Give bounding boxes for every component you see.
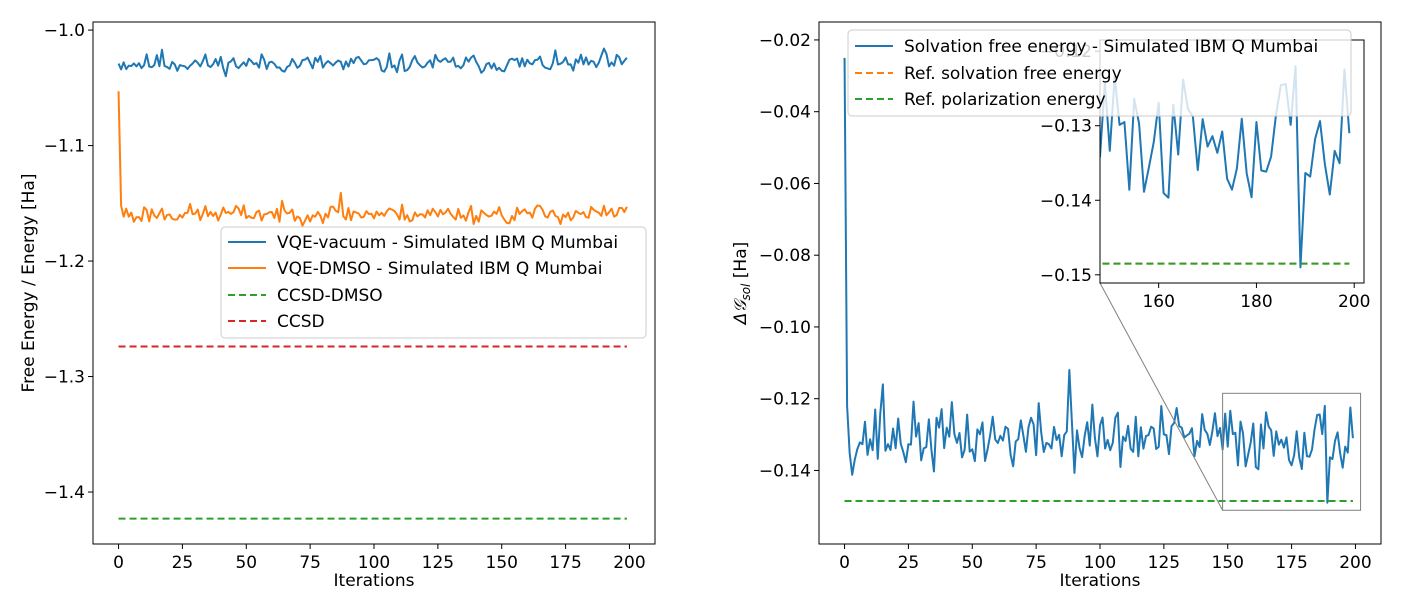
inset-y-tick-label: −0.15 (1040, 266, 1092, 286)
legend-label-ccsd: CCSD (277, 312, 325, 332)
right-series-2 (843, 57, 1354, 504)
left-y-tick-label: −1.4 (44, 483, 85, 503)
legend-label-ccsd-dmso: CCSD-DMSO (277, 286, 383, 306)
right-x-tick-label: 125 (1148, 553, 1180, 573)
inset-zoom-region (1222, 392, 1362, 511)
left-chart: 0 25 50 75 100 125 150 175 200 −1.4−1.3−1.2−1.1−… (19, 21, 656, 591)
left-x-tick-label: 75 (299, 553, 321, 573)
legend-label-solvation: Solvation free energy - Simulated IBM Q … (904, 37, 1318, 57)
left-x-tick-label: 50 (235, 553, 257, 573)
left-vqe-series-0 (117, 47, 628, 78)
left-y-axis-label: Free Energy / Energy [Ha] (19, 174, 39, 393)
right-y-tick-label: −0.06 (759, 174, 811, 194)
right-y-axis: −0.14 −0.12 −0.10 −0.08 −0.06 −0.04 −0.02 (759, 31, 819, 481)
left-y-tick-label: −1.0 (44, 21, 85, 41)
right-y-axis-label-unit: [Ha] (731, 242, 751, 284)
right-y-tick-label: −0.08 (759, 246, 811, 266)
left-y-tick-label: −1.2 (44, 252, 85, 272)
right-x-tick-label: 200 (1339, 553, 1371, 573)
left-x-tick-label: 175 (549, 553, 581, 573)
inset-y-axis: −0.15−0.14−0.13−0.12 (1040, 42, 1100, 286)
left-x-axis: 0 25 50 75 100 125 150 175 200 (113, 544, 646, 573)
right-series-layer (843, 57, 1354, 504)
legend-label-vqe-vacuum: VQE-vacuum - Simulated IBM Q Mumbai (277, 233, 618, 253)
left-x-tick-label: 100 (358, 553, 390, 573)
right-y-axis-label-sub: sol (739, 283, 753, 301)
right-x-tick-label: 150 (1212, 553, 1244, 573)
inset-x-tick-label: 200 (1338, 292, 1370, 312)
left-x-tick-label: 200 (613, 553, 645, 573)
left-series-layer (117, 47, 628, 520)
right-y-tick-label: −0.12 (759, 390, 811, 410)
left-x-axis-label: Iterations (334, 571, 415, 591)
right-x-tick-label: 0 (839, 553, 850, 573)
right-x-tick-label: 100 (1084, 553, 1116, 573)
inset-y-tick-label: −0.14 (1040, 191, 1092, 211)
left-x-tick-label: 0 (113, 553, 124, 573)
right-y-tick-label: −0.10 (759, 318, 811, 338)
right-x-axis-label: Iterations (1060, 571, 1141, 591)
legend-label-ref-solvation: Ref. solvation free energy (904, 64, 1122, 84)
left-x-tick-label: 150 (486, 553, 518, 573)
right-y-tick-label: −0.02 (759, 31, 811, 51)
legend-label-vqe-dmso: VQE-DMSO - Simulated IBM Q Mumbai (277, 259, 603, 279)
right-legend: Solvation free energy - Simulated IBM Q … (847, 29, 1352, 117)
right-x-tick-label: 25 (898, 553, 920, 573)
right-chart: 0 25 50 75 100 125 150 175 200 −0.14−0.12−0.10−0… (731, 21, 1382, 591)
inset-connector-line (1099, 282, 1224, 511)
legend-label-ref-polarization: Ref. polarization energy (904, 90, 1106, 110)
left-legend: VQE-vacuum - Simulated IBM Q Mumbai VQE-… (220, 226, 647, 339)
right-x-tick-label: 75 (1025, 553, 1047, 573)
inset-y-tick-label: −0.13 (1040, 117, 1092, 137)
inset-x-tick-label: 180 (1240, 292, 1272, 312)
right-y-tick-label: −0.04 (759, 103, 811, 123)
right-x-axis: 0 25 50 75 100 125 150 175 200 (839, 544, 1372, 573)
left-y-tick-label: −1.1 (44, 137, 85, 157)
right-y-tick-label: −0.14 (759, 461, 811, 481)
left-y-tick-label: −1.3 (44, 368, 85, 388)
right-y-axis-label: Δ𝒢sol [Ha] (731, 242, 753, 327)
left-x-tick-label: 25 (172, 553, 194, 573)
right-x-tick-label: 175 (1275, 553, 1307, 573)
right-x-tick-label: 50 (961, 553, 983, 573)
left-x-tick-label: 125 (422, 553, 454, 573)
right-y-axis-label-main: Δ𝒢 (731, 298, 751, 327)
right-legend-box (847, 29, 1352, 117)
left-vqe-series-1 (117, 91, 628, 227)
inset-x-tick-label: 160 (1142, 292, 1174, 312)
left-legend-box (220, 226, 647, 339)
inset-x-axis: 160 180 200 (1142, 283, 1370, 312)
left-y-axis: −1.4 −1.3 −1.2 −1.1 −1.0 (44, 21, 93, 503)
